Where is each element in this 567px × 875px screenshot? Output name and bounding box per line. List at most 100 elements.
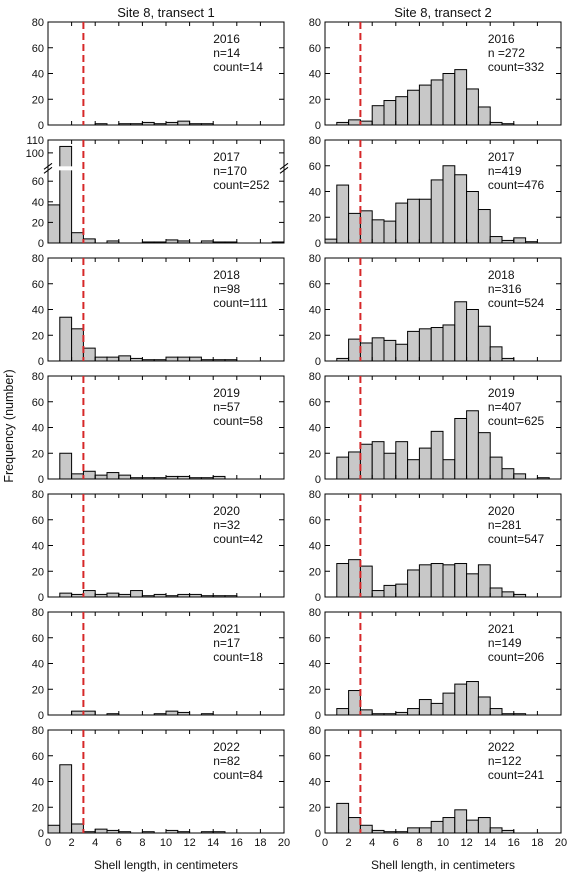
bar-2020-1-bin-10 bbox=[442, 564, 456, 598]
panel-year-label: 2017 bbox=[213, 150, 240, 164]
y-tick-label: 40 bbox=[309, 659, 321, 671]
bar-2016-1-bin-6 bbox=[395, 96, 409, 126]
bar-2016-1-bin-2 bbox=[348, 119, 361, 126]
bar-2021-1-bin-7 bbox=[407, 708, 420, 716]
bar-2018-1-bin-10 bbox=[442, 324, 456, 362]
y-tick-label: 40 bbox=[32, 305, 44, 317]
bar-2017-1-bin-2 bbox=[348, 212, 361, 244]
bar-2019-0-bin-1 bbox=[59, 452, 73, 480]
y-tick-label: 20 bbox=[32, 217, 44, 229]
panel-n-label: n=82 bbox=[213, 754, 240, 768]
bar-2019-0-bin-4 bbox=[94, 474, 108, 480]
y-tick-label: 0 bbox=[315, 710, 321, 722]
histogram-panel-0-2022: 0 20 40 60 80 0 2 4 6 8 10 12 14 16 18 20 2022n=82count=… bbox=[32, 725, 290, 849]
bar-2017-0-bin-1 bbox=[59, 145, 73, 244]
bar-2018-1-bin-5 bbox=[383, 339, 397, 362]
histogram-panel-1-2022: 0 20 40 60 80 0 2 4 6 8 10 12 14 16 18 20 2022n=122count… bbox=[309, 725, 567, 849]
y-tick-label: 60 bbox=[32, 633, 44, 645]
y-tick-label: 60 bbox=[32, 397, 44, 409]
bar-2017-0-bin-2 bbox=[71, 232, 84, 244]
bar-2020-0-bin-1 bbox=[59, 592, 73, 598]
bar-2017-1-bin-13 bbox=[477, 209, 491, 244]
bar-2018-1-bin-8 bbox=[418, 328, 432, 362]
panel-n-label: n=122 bbox=[488, 754, 522, 768]
bar-2020-1-bin-9 bbox=[430, 563, 444, 598]
bar-2019-0-bin-3 bbox=[82, 470, 96, 480]
panel-count-label: count=476 bbox=[488, 178, 545, 192]
column-title-left: Site 8, transect 1 bbox=[117, 5, 215, 20]
y-tick-label: 20 bbox=[32, 684, 44, 696]
bar-2017-1-bin-9 bbox=[430, 179, 444, 244]
x-tick-label: 2 bbox=[346, 837, 352, 849]
bar-2019-1-bin-1 bbox=[336, 456, 350, 480]
x-tick-label: 14 bbox=[207, 837, 219, 849]
bar-2022-1-bin-13 bbox=[477, 817, 491, 834]
panel-year-label: 2022 bbox=[213, 740, 240, 754]
panel-year-label: 2016 bbox=[488, 32, 515, 46]
bar-2018-0-bin-2 bbox=[71, 328, 84, 362]
y-tick-label: 110 bbox=[26, 135, 44, 147]
bar-2017-1-bin-7 bbox=[407, 198, 420, 244]
bar-2020-1-bin-11 bbox=[454, 563, 468, 598]
bar-2016-1-bin-11 bbox=[454, 69, 468, 126]
bar-2019-1-bin-5 bbox=[383, 452, 397, 480]
y-tick-label: 60 bbox=[309, 633, 321, 645]
y-tick-label: 80 bbox=[309, 607, 321, 619]
bar-2016-1-bin-7 bbox=[407, 89, 420, 126]
bar-2019-1-bin-8 bbox=[418, 447, 432, 480]
bar-2021-1-bin-13 bbox=[477, 696, 491, 716]
y-tick-label: 0 bbox=[38, 710, 44, 722]
panel-count-label: count=625 bbox=[488, 414, 545, 428]
y-tick-label: 80 bbox=[32, 725, 44, 737]
y-tick-label: 20 bbox=[309, 566, 321, 578]
y-tick-label: 40 bbox=[32, 197, 44, 209]
panel-year-label: 2021 bbox=[488, 622, 515, 636]
panel-n-label: n=419 bbox=[488, 164, 522, 178]
bar-2017-1-bin-11 bbox=[454, 174, 468, 244]
y-tick-label: 40 bbox=[32, 423, 44, 435]
y-tick-label: 60 bbox=[32, 43, 44, 55]
bar-2018-1-bin-9 bbox=[430, 327, 444, 362]
x-tick-label: 6 bbox=[116, 837, 122, 849]
bar-2017-1-bin-14 bbox=[489, 236, 503, 244]
y-tick-label: 40 bbox=[309, 305, 321, 317]
panel-grid: 0204060802016n=14count=140204060802016n … bbox=[26, 17, 567, 849]
y-tick-label: 60 bbox=[32, 751, 44, 763]
bar-2018-0-bin-6 bbox=[118, 355, 132, 362]
y-tick-label: 0 bbox=[38, 356, 44, 368]
y-tick-label: 40 bbox=[309, 777, 321, 789]
bar-2021-1-bin-3 bbox=[359, 709, 373, 716]
panel-n-label: n=149 bbox=[488, 636, 522, 650]
y-tick-label: 20 bbox=[309, 802, 321, 814]
bar-2022-1-bin-11 bbox=[454, 809, 468, 834]
x-tick-label: 2 bbox=[69, 837, 75, 849]
panel-year-label: 2022 bbox=[488, 740, 515, 754]
bar-2020-1-bin-15 bbox=[501, 591, 515, 598]
bar-2017-0-bin-3 bbox=[82, 238, 96, 244]
y-axis-title: Frequency (number) bbox=[2, 369, 16, 482]
x-tick-label: 10 bbox=[160, 837, 172, 849]
bar-2018-0-bin-11 bbox=[177, 356, 191, 362]
x-tick-label: 16 bbox=[231, 837, 243, 849]
bar-2017-1-bin-4 bbox=[371, 219, 385, 244]
bar-2017-0-bin-0 bbox=[47, 204, 61, 244]
panel-n-label: n=281 bbox=[488, 518, 522, 532]
bar-2016-1-bin-5 bbox=[383, 100, 397, 126]
axis-break-gap bbox=[46, 166, 286, 171]
y-tick-label: 0 bbox=[315, 828, 321, 840]
y-tick-label: 0 bbox=[38, 120, 44, 132]
bar-2017-1-bin-3 bbox=[359, 210, 373, 244]
bar-2017-1-bin-12 bbox=[466, 191, 479, 244]
bar-2020-0-bin-5 bbox=[106, 592, 120, 598]
y-tick-label: 20 bbox=[32, 330, 44, 342]
y-tick-label: 80 bbox=[309, 725, 321, 737]
y-tick-label: 20 bbox=[309, 94, 321, 106]
x-tick-label: 20 bbox=[555, 837, 567, 849]
panel-count-label: count=84 bbox=[213, 768, 263, 782]
y-tick-label: 80 bbox=[309, 489, 321, 501]
bar-2018-1-bin-14 bbox=[489, 346, 503, 362]
